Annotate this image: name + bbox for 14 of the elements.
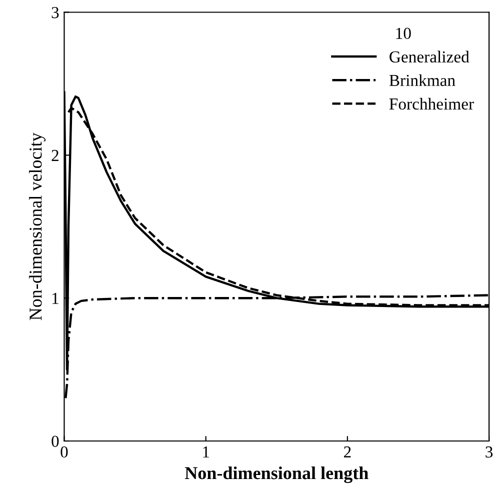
x-tick-label: 0 bbox=[60, 446, 68, 458]
y-tick-label: 3 bbox=[52, 6, 59, 18]
legend-title: 10 bbox=[396, 28, 411, 39]
y-tick-label: 2 bbox=[52, 150, 58, 161]
y-tick-label: 0 bbox=[52, 436, 59, 447]
x-tick-label: 1 bbox=[203, 446, 209, 458]
x-tick-label: 2 bbox=[344, 446, 351, 458]
legend-label: Generalized bbox=[390, 50, 470, 63]
x-axis-title: Non-dimensional length bbox=[184, 466, 368, 484]
legend-label: Brinkman bbox=[389, 74, 456, 86]
x-tick-label: 3 bbox=[486, 446, 493, 458]
y-axis-title: Non-dimensional velocity bbox=[29, 132, 46, 320]
legend-label: Forchheimer bbox=[389, 98, 474, 110]
y-tick-label: 1 bbox=[52, 292, 58, 304]
